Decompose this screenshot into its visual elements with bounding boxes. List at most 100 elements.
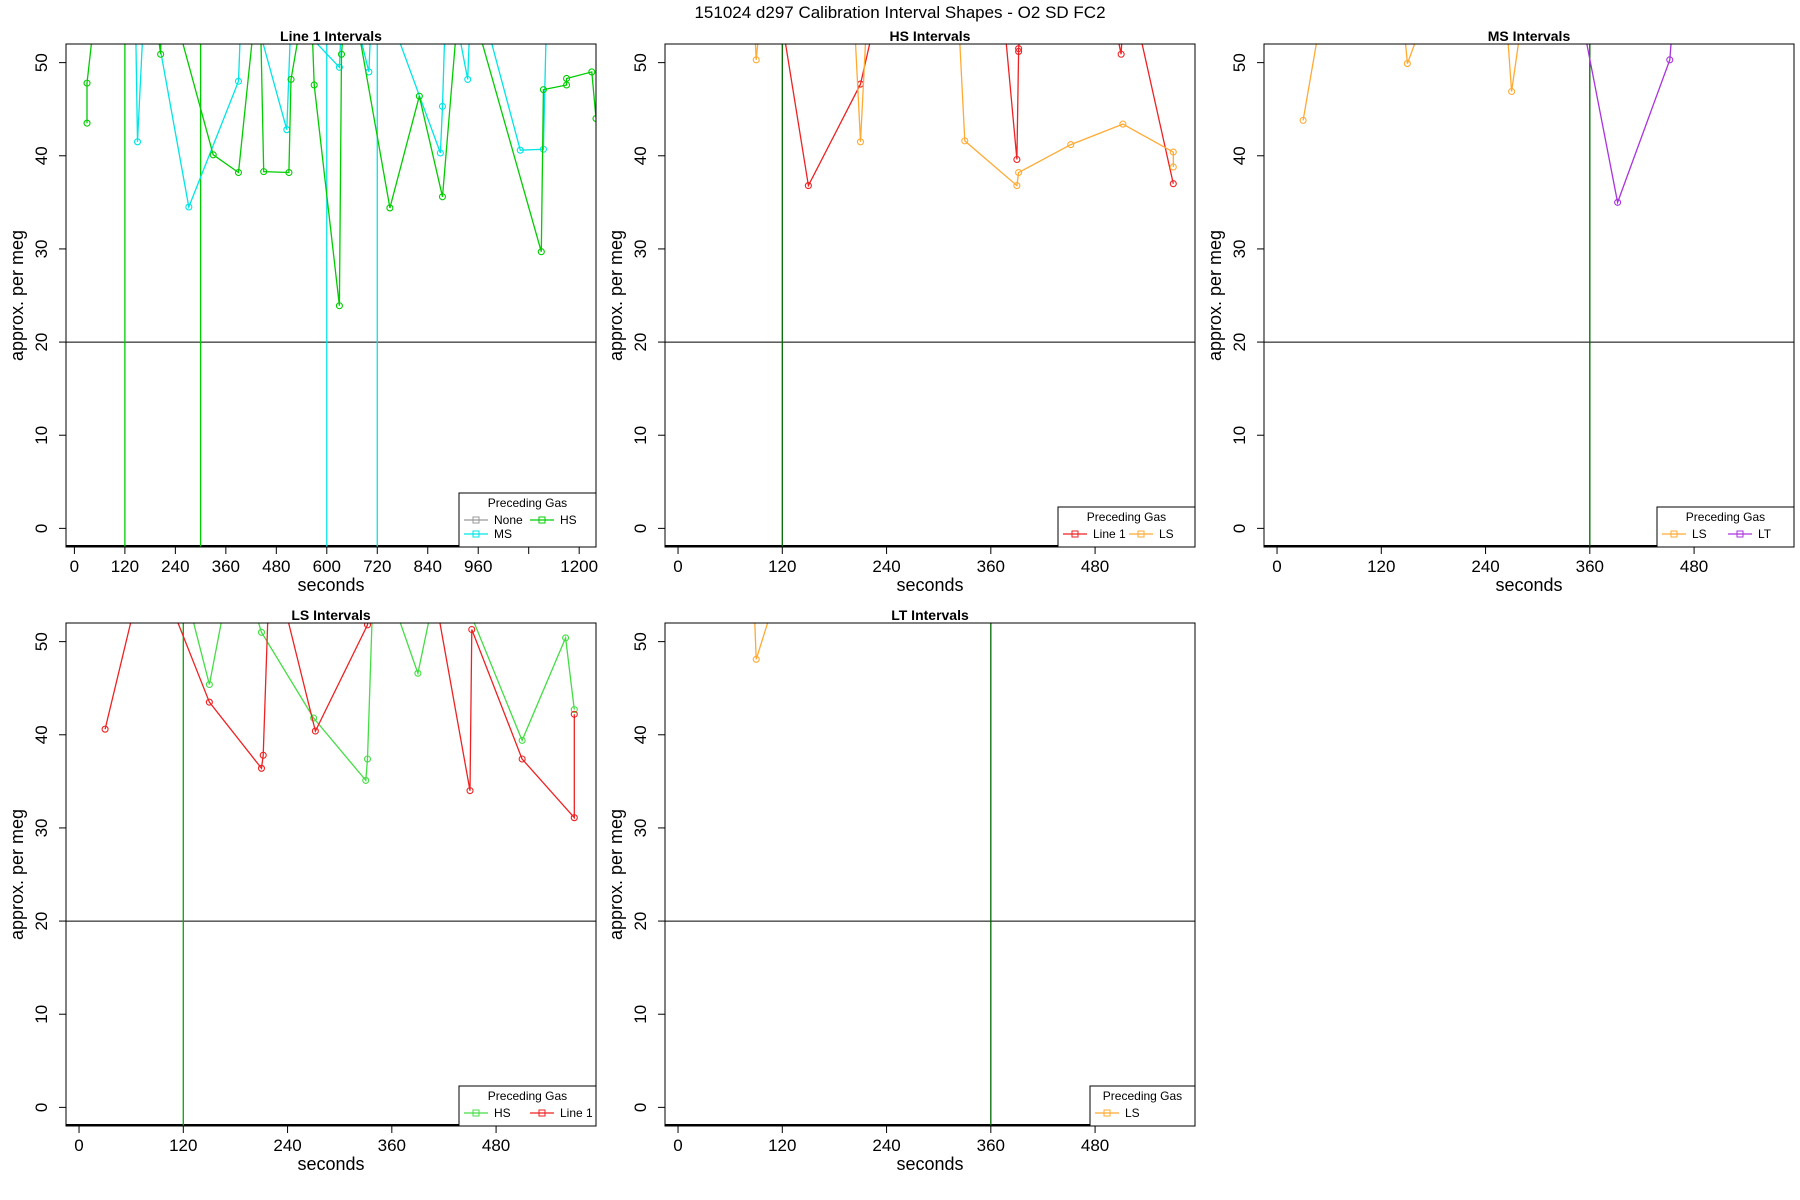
y-tick-label: 50 (631, 632, 650, 651)
series-1-point-8 (1013, 182, 1021, 190)
series-line-1 (1586, 44, 1672, 205)
series-1-point-9 (260, 168, 268, 176)
series-group (752, 623, 769, 663)
series-line-1 (86, 44, 596, 306)
legend-entry-label: None (494, 513, 523, 527)
series-0-point-10 (518, 736, 526, 744)
y-tick-label: 10 (32, 1005, 51, 1024)
y-tick-label: 0 (631, 524, 650, 533)
x-tick-label: 480 (1680, 557, 1708, 576)
x-tick-label: 840 (414, 557, 442, 576)
legend-swatch-marker (472, 516, 480, 524)
x-tick-label: 120 (169, 1136, 197, 1155)
y-axis-label: approx. per meg (606, 809, 626, 940)
series-0-point-3 (257, 628, 266, 636)
legend-swatch-marker (1736, 530, 1744, 538)
y-axis-label: approx. per meg (7, 809, 27, 940)
series-line-1 (104, 623, 575, 820)
series-1-point-13 (310, 81, 318, 89)
y-axis-label: approx. per meg (7, 230, 27, 361)
x-tick-label: 480 (262, 557, 290, 576)
y-axis-label: approx. per meg (606, 230, 626, 361)
series-line-0 (192, 623, 575, 783)
series-0-point-4 (234, 77, 243, 85)
legend: Preceding Gas LS LT (1656, 506, 1795, 548)
x-axis-label: seconds (297, 1154, 364, 1174)
legend: Preceding Gas None HS MS (458, 492, 597, 548)
series-0-point-12 (570, 706, 578, 714)
y-tick-label: 10 (631, 1005, 650, 1024)
y-tick-label: 30 (32, 818, 51, 837)
series-1-point-1 (752, 56, 760, 64)
series-0-point-3 (1403, 60, 1411, 68)
series-1-point-11 (468, 625, 476, 634)
series-0-point-4 (310, 714, 318, 722)
x-tick-label: 960 (464, 557, 492, 576)
series-1-point-21 (537, 248, 545, 256)
series-0-point-6 (1015, 47, 1023, 56)
legend-entry-label: Line 1 (1093, 527, 1126, 541)
series-1-point-2 (205, 698, 213, 706)
series-1-point-0 (83, 119, 91, 127)
panel-4: LT Intervals 0 120 240 360 480 0 10 20 30 40 50 seco… (606, 607, 1196, 1174)
legend-swatch-marker (1670, 530, 1678, 538)
series-0-point-6 (363, 755, 372, 763)
series-1-point-4 (259, 751, 267, 759)
legend-swatch-marker (472, 1109, 480, 1117)
series-0-point-17 (516, 146, 524, 154)
panel-title: Line 1 Intervals (280, 28, 382, 44)
series-1-point-11 (1119, 120, 1127, 128)
panel-title: LT Intervals (891, 607, 969, 623)
y-tick-label: 40 (1230, 146, 1249, 165)
x-tick-label: 360 (378, 1136, 406, 1155)
legend-entry-label: Line 1 (560, 1106, 593, 1120)
legend-box (1089, 1085, 1196, 1127)
legend: Preceding Gas LS (1089, 1085, 1196, 1127)
x-tick-label: 240 (273, 1136, 301, 1155)
y-tick-label: 10 (1230, 426, 1249, 445)
x-tick-label: 240 (872, 557, 900, 576)
series-1-point-19 (438, 193, 447, 201)
series-line-0 (1302, 44, 1520, 121)
series-1-point-4 (157, 50, 165, 58)
legend-swatch-marker (1103, 1109, 1111, 1117)
y-tick-label: 30 (631, 818, 650, 837)
figure-title: 151024 d297 Calibration Interval Shapes … (694, 3, 1105, 22)
series-1-point-1 (83, 79, 91, 87)
y-tick-label: 30 (1230, 239, 1249, 258)
panels: Line 1 Intervals 0 120 240 360 480 600 720 840 96… (7, 28, 1795, 1174)
x-tick-label: 120 (111, 557, 139, 576)
series-group (101, 623, 578, 822)
series-1-point-12 (1169, 148, 1177, 156)
x-tick-label: 360 (977, 1136, 1005, 1155)
x-tick-label: 0 (70, 557, 79, 576)
panel-title: HS Intervals (890, 28, 971, 44)
y-tick-label: 0 (32, 1103, 51, 1112)
x-tick-label: 360 (977, 557, 1005, 576)
y-tick-label: 20 (631, 333, 650, 352)
series-0-point-8 (335, 63, 343, 71)
y-tick-label: 30 (631, 239, 650, 258)
panel-0: Line 1 Intervals 0 120 240 360 480 600 720 840 96… (7, 28, 598, 595)
legend-entry-label: LS (1125, 1106, 1140, 1120)
series-0-point-1 (752, 655, 760, 663)
series-1-point-7 (961, 137, 969, 145)
series-0-point-5 (362, 776, 370, 784)
x-tick-label: 240 (1471, 557, 1499, 576)
panel-3: LS Intervals 0 120 240 360 480 0 10 20 30 40 50 seco… (7, 607, 597, 1174)
series-1-point-14 (570, 710, 578, 718)
legend-entry-label: LT (1758, 527, 1772, 541)
series-1-point-11 (287, 75, 295, 83)
series-group (83, 44, 596, 310)
series-0-point-8 (414, 669, 422, 677)
panel-1: HS Intervals 0 120 240 360 480 0 10 20 30 40 50 seco… (606, 28, 1196, 595)
y-tick-label: 10 (631, 426, 650, 445)
series-group (1299, 44, 1674, 206)
series-1-point-18 (415, 92, 423, 100)
series-0-point-6 (1508, 87, 1516, 96)
x-axis-label: seconds (896, 575, 963, 595)
legend: Preceding Gas HS Line 1 (458, 1085, 597, 1127)
series-1-point-2 (1666, 56, 1674, 64)
x-tick-label: 720 (363, 557, 391, 576)
